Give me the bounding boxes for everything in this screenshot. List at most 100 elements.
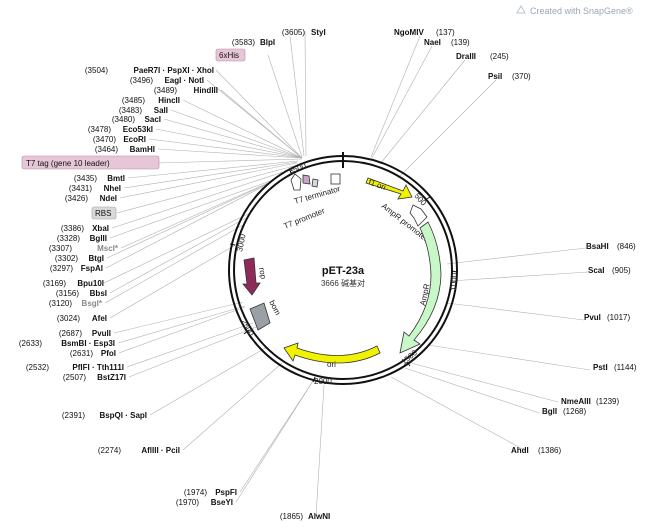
site-pvuii[interactable]: PvuII	[92, 329, 111, 338]
site-eco53ki[interactable]: Eco53kI	[123, 125, 153, 134]
feature-label-f1-ori: f1 ori	[367, 177, 387, 192]
site-pos: (3302)	[55, 254, 78, 263]
site-naei[interactable]: NaeI	[424, 38, 441, 47]
tick-label-3500: 3500	[288, 161, 308, 176]
site-pos: (3156)	[56, 289, 79, 298]
annotation-t7-tag[interactable]: T7 tag (gene 10 leader)	[21, 155, 160, 170]
annotation-6xhis-label: 6xHis	[219, 51, 239, 60]
site-hindiii[interactable]: HindIII	[194, 86, 218, 95]
site-pos: (3386)	[61, 224, 84, 233]
site-pos: (3605)	[282, 28, 305, 37]
site-nmeaiii[interactable]: NmeAIII	[561, 397, 591, 406]
site-scai[interactable]: ScaI	[588, 266, 604, 275]
site-psti[interactable]: PstI	[593, 363, 608, 372]
site-name: StyI	[311, 28, 326, 37]
site-pos: (3328)	[57, 234, 80, 243]
site-pspfi[interactable]: PspFI	[215, 488, 237, 497]
site-ndei[interactable]: NdeI	[100, 194, 117, 203]
site-btgi[interactable]: BtgI	[88, 254, 104, 263]
site-blpi[interactable]: (3583) BlpI	[232, 38, 275, 47]
site-bsgi[interactable]: BsgI*	[82, 299, 103, 308]
site-bsmbi-esp3i[interactable]: BsmBI · Esp3I	[61, 339, 115, 348]
feature-t7-terminator[interactable]	[330, 173, 341, 185]
site-name: BlpI	[260, 38, 275, 47]
feature-bom[interactable]	[249, 302, 271, 331]
site-pos: (1970)	[176, 498, 199, 507]
annotation-6xhis[interactable]: 6xHis	[215, 48, 246, 62]
site-styi[interactable]: (3605) StyI	[282, 28, 326, 37]
snapgene-credit: Created with SnapGene®	[516, 4, 633, 16]
site-msci[interactable]: MscI*	[97, 244, 119, 253]
site-bsahi[interactable]: BsaHI	[586, 242, 609, 251]
site-bseyi[interactable]: BseYI	[211, 498, 233, 507]
site-pos: (139)	[451, 38, 470, 47]
site-draiii[interactable]: DraIII	[456, 52, 476, 61]
site-bbsi[interactable]: BbsI	[90, 289, 107, 298]
site-pos: (137)	[436, 28, 455, 37]
site-bspqi-sapi[interactable]: BspQI · SapI	[99, 411, 147, 420]
site-sali[interactable]: SalI	[154, 106, 168, 115]
site-pos: (2631)	[70, 349, 93, 358]
site-pos: (3169)	[43, 279, 66, 288]
plasmid-center: pET-23a 3666 碱基对	[321, 265, 365, 288]
tick-label-1000: 1000	[449, 272, 459, 291]
feature-label-rop: rop	[257, 267, 268, 280]
site-pos: (2532)	[26, 363, 49, 372]
site-fspai[interactable]: FspAI	[81, 264, 103, 273]
site-afliii-pcii[interactable]: AflIII · PciI	[141, 446, 180, 455]
feature-label-t7-promoter: T7 promoter	[282, 206, 326, 231]
feature-rop[interactable]	[242, 257, 261, 296]
site-bmti[interactable]: BmtI	[107, 174, 125, 183]
site-xbai[interactable]: XbaI	[92, 224, 109, 233]
annotation-rbs[interactable]: RBS	[91, 206, 117, 220]
site-pflfi-tth111i[interactable]: PflFI · Tth111I	[72, 363, 124, 372]
site-alwni[interactable]: AlwNI	[308, 512, 330, 521]
site-ahdi[interactable]: AhdI	[511, 446, 529, 455]
site-pos: (3504)	[85, 66, 108, 75]
site-bamhi[interactable]: BamHI	[130, 145, 155, 154]
feature-ampr[interactable]	[399, 221, 442, 354]
site-pos: (245)	[490, 52, 509, 61]
site-ecori[interactable]: EcoRI	[123, 135, 146, 144]
site-bglii[interactable]: BglII	[90, 234, 107, 243]
site-pos: (1239)	[596, 397, 619, 406]
site-bgli[interactable]: BglI	[542, 407, 557, 416]
site-ngomiv[interactable]: NgoMIV	[394, 28, 424, 37]
site-pfoi[interactable]: PfoI	[101, 349, 116, 358]
site-pos: (3489)	[154, 86, 177, 95]
sites-right: NgoMIV (137) NaeI (139) DraIII (245) Psi…	[394, 28, 637, 455]
leader-lines	[103, 30, 591, 517]
site-pos: (3120)	[49, 299, 72, 308]
site-pos: (3464)	[95, 145, 118, 154]
site-hincii[interactable]: HincII	[158, 96, 180, 105]
feature-f1-ori[interactable]	[365, 177, 413, 200]
site-paer7i-pspxi-xhoi[interactable]: PaeR7I · PspXI · XhoI	[134, 66, 214, 75]
site-psii[interactable]: PsiI	[488, 72, 502, 81]
snapgene-logo-icon	[516, 4, 526, 14]
site-pos: (3435)	[74, 174, 97, 183]
site-pos: (3297)	[50, 264, 73, 273]
site-bpu10i[interactable]: Bpu10I	[77, 279, 104, 288]
tick-label-3000: 3000	[235, 233, 248, 253]
feature-ori[interactable]	[283, 342, 381, 364]
site-saci[interactable]: SacI	[145, 115, 161, 124]
tick-marks	[229, 168, 458, 383]
feature-tag-box[interactable]	[302, 174, 311, 185]
plasmid-backbone	[228, 152, 458, 385]
site-eagi-noti[interactable]: EagI · NotI	[164, 76, 204, 85]
site-pvui[interactable]: PvuI	[584, 313, 601, 322]
feature-rbs-box[interactable]	[311, 178, 319, 188]
site-pos: (3496)	[130, 76, 153, 85]
annotation-rbs-label: RBS	[95, 209, 111, 218]
site-afei[interactable]: AfeI	[92, 314, 107, 323]
site-nhei[interactable]: NheI	[104, 184, 121, 193]
feature-ampr-promoter[interactable]	[409, 204, 428, 227]
site-pos: (1017)	[607, 313, 630, 322]
site-bstz17i[interactable]: BstZ17I	[97, 373, 126, 382]
feature-t7-promoter[interactable]	[290, 173, 302, 191]
site-pos: (2633)	[19, 339, 42, 348]
site-pos: (1865)	[280, 512, 303, 521]
tick-label-500: 500	[412, 191, 428, 207]
tick-label-2500: 2500	[239, 318, 256, 338]
